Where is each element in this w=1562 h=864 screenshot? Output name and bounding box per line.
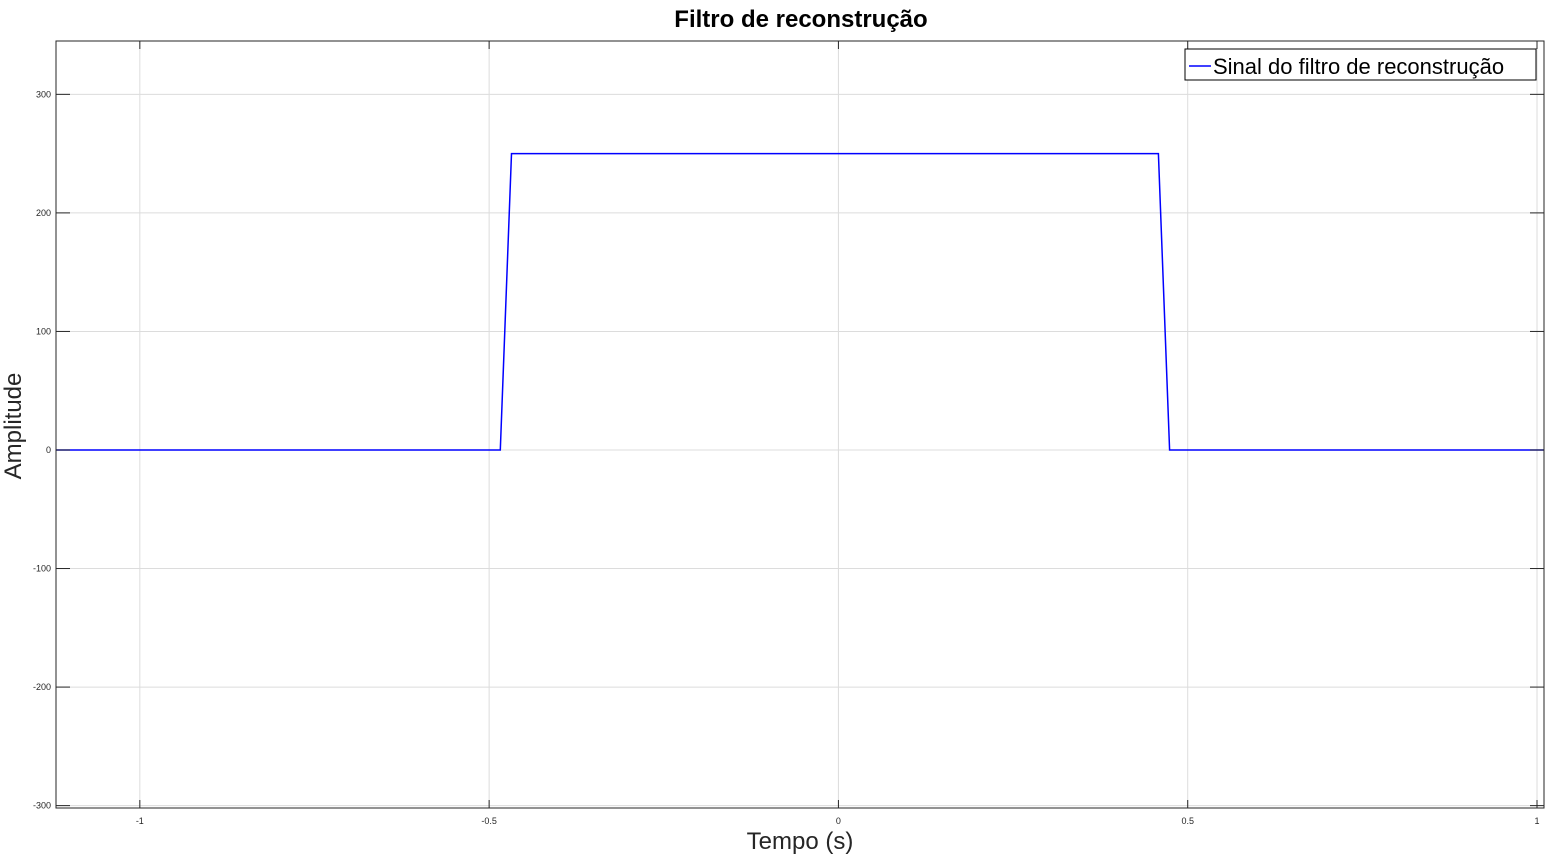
y-tick-label: 100 bbox=[36, 326, 51, 336]
y-tick-label: -300 bbox=[33, 801, 51, 811]
plot-area-frame bbox=[55, 40, 1545, 809]
y-tick-label: -200 bbox=[33, 682, 51, 692]
legend-entry-label: Sinal do filtro de reconstrução bbox=[1213, 54, 1504, 79]
y-axis-label: Amplitude bbox=[0, 373, 27, 480]
x-tick-label: 1 bbox=[1535, 816, 1540, 826]
y-tick-label: 0 bbox=[46, 445, 51, 455]
legend: Sinal do filtro de reconstrução bbox=[1184, 48, 1537, 81]
x-axis-label: Tempo (s) bbox=[747, 828, 854, 855]
y-tick-label: -100 bbox=[33, 564, 51, 574]
grid bbox=[56, 41, 1544, 808]
series-layer bbox=[56, 152, 1544, 451]
x-tick-label: -0.5 bbox=[481, 816, 497, 826]
legend-box bbox=[1184, 48, 1537, 81]
ticks: -1 -0.5 0 0.5 1 -300 -200 -100 0 100 200 300 bbox=[33, 41, 1544, 826]
series-line bbox=[56, 152, 1544, 451]
y-tick-label: 200 bbox=[36, 208, 51, 218]
y-tick-label: 300 bbox=[36, 89, 51, 99]
x-tick-label: -1 bbox=[136, 816, 144, 826]
chart-title: Filtro de reconstrução bbox=[674, 6, 927, 33]
x-tick-label: 0.5 bbox=[1181, 816, 1194, 826]
x-tick-label: 0 bbox=[836, 816, 841, 826]
